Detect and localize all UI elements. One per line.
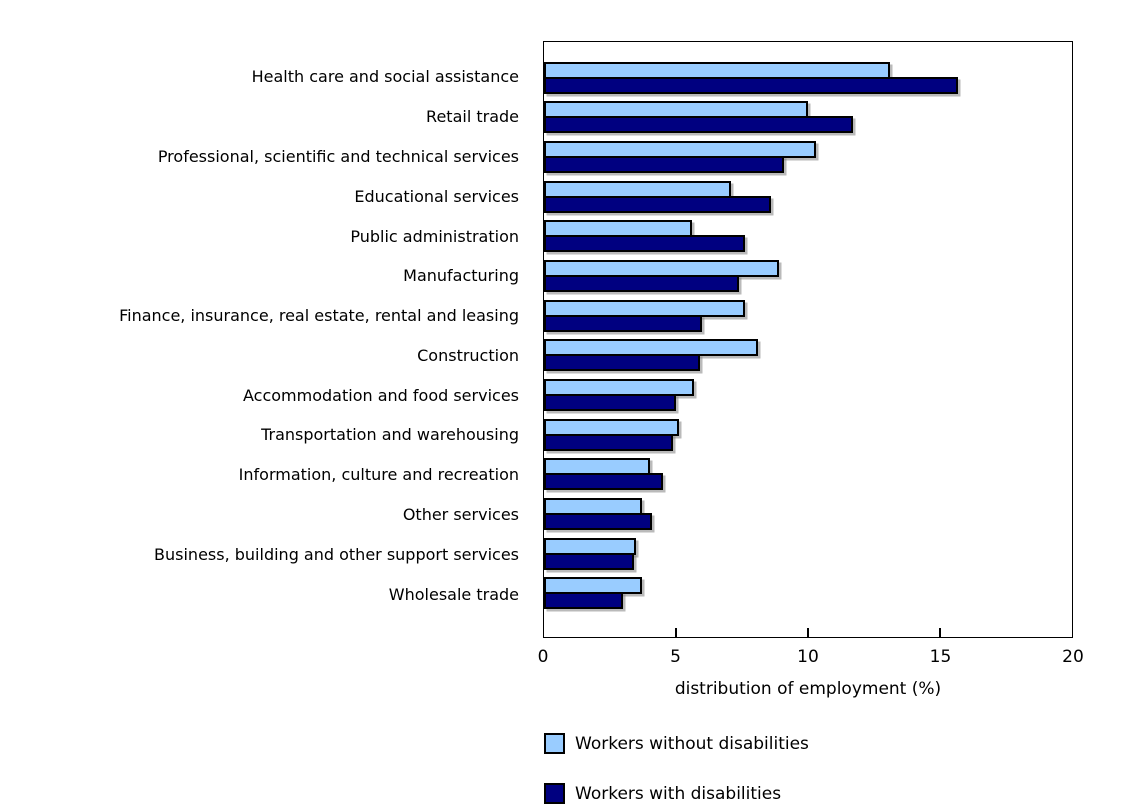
- x-axis-tick-label: 10: [797, 647, 819, 667]
- bar-group: [544, 375, 1072, 415]
- plot-area: [543, 41, 1073, 638]
- x-axis-tick-mark: [675, 628, 677, 637]
- bar-group: [544, 177, 1072, 217]
- x-axis-tick-label: 15: [929, 647, 952, 667]
- category-label: Transportation and warehousing: [261, 425, 519, 445]
- category-label: Information, culture and recreation: [238, 465, 519, 485]
- legend: Workers without disabilities Workers wit…: [544, 733, 809, 804]
- x-axis-label: distribution of employment (%): [674, 679, 942, 699]
- legend-swatch-without-disabilities-icon: [544, 733, 565, 754]
- bar-with-disabilities: [544, 433, 674, 451]
- category-label: Retail trade: [426, 107, 519, 127]
- category-label: Construction: [417, 345, 519, 365]
- category-label: Wholesale trade: [388, 584, 519, 604]
- category-label: Educational services: [354, 186, 519, 206]
- x-axis-tick-labels: 0 5 10 15 20: [538, 647, 1084, 669]
- bar-group: [544, 534, 1072, 574]
- category-label: Business, building and other support ser…: [154, 544, 519, 564]
- legend-swatch-with-disabilities-icon: [544, 783, 565, 804]
- bar-group: [544, 296, 1072, 336]
- bar-with-disabilities: [544, 195, 772, 213]
- bar-group: [544, 217, 1072, 257]
- x-axis-tick-mark: [807, 628, 809, 637]
- bar-with-disabilities: [544, 76, 959, 94]
- bar-group: [544, 137, 1072, 177]
- x-axis-tick-label: 20: [1062, 647, 1084, 667]
- bar-group: [544, 573, 1072, 613]
- legend-label-without-disabilities: Workers without disabilities: [575, 733, 809, 754]
- category-label: Finance, insurance, real estate, rental …: [119, 306, 519, 326]
- bar-with-disabilities: [544, 156, 785, 174]
- category-labels-column: Health care and social assistance Retail …: [0, 41, 531, 638]
- x-axis-tick-label: 0: [537, 647, 549, 667]
- bar-with-disabilities: [544, 592, 624, 610]
- category-label: Manufacturing: [403, 266, 519, 286]
- category-label: Accommodation and food services: [243, 385, 519, 405]
- bar-group: [544, 454, 1072, 494]
- bar-with-disabilities: [544, 235, 745, 253]
- bar-group: [544, 335, 1072, 375]
- bar-with-disabilities: [544, 512, 653, 530]
- category-label: Health care and social assistance: [251, 67, 519, 87]
- legend-label-with-disabilities: Workers with disabilities: [575, 783, 782, 804]
- bar-group: [544, 98, 1072, 138]
- bar-group: [544, 58, 1072, 98]
- bar-with-disabilities: [544, 275, 740, 293]
- bar-with-disabilities: [544, 116, 853, 134]
- x-axis-tick-label: 5: [670, 647, 681, 667]
- bar-group: [544, 494, 1072, 534]
- bar-with-disabilities: [544, 393, 676, 411]
- category-label: Public administration: [350, 226, 519, 246]
- bar-group: [544, 256, 1072, 296]
- bar-with-disabilities: [544, 354, 700, 372]
- category-label: Other services: [402, 504, 519, 524]
- bar-group: [544, 415, 1072, 455]
- legend-item-without-disabilities: Workers without disabilities: [544, 733, 809, 754]
- x-axis-tick-mark: [939, 628, 941, 637]
- category-label: Professional, scientific and technical s…: [157, 146, 519, 166]
- bar-with-disabilities: [544, 473, 663, 491]
- bar-with-disabilities: [544, 314, 703, 332]
- bar-with-disabilities: [544, 552, 634, 570]
- legend-item-with-disabilities: Workers with disabilities: [544, 783, 809, 804]
